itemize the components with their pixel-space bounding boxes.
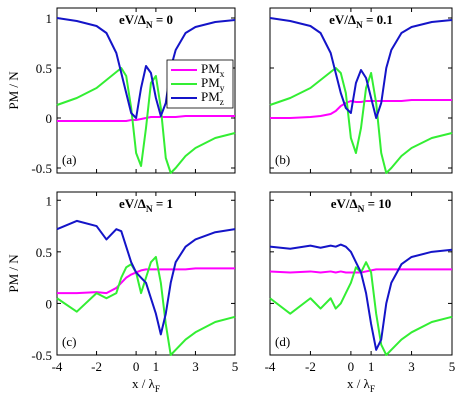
- series-line: [57, 115, 235, 122]
- y-tick-label: -0.5: [31, 348, 52, 363]
- series-line: [56, 67, 236, 174]
- legend-label-part: PM: [201, 75, 220, 90]
- plot-frame: [269, 191, 453, 356]
- legend-label: PMy: [201, 75, 225, 94]
- x-tick-label: -4: [265, 359, 276, 374]
- panel-label: (d): [275, 334, 290, 349]
- series-line: [270, 99, 452, 119]
- legend-label-part: y: [220, 84, 225, 94]
- panel-title: eV/ΔN = 1: [119, 196, 173, 215]
- panel-title-part: = 0: [153, 12, 173, 27]
- y-tick-label: 1: [46, 11, 53, 26]
- x-tick-label: 3: [192, 359, 199, 374]
- x-tick-label: 0: [133, 359, 140, 374]
- panel-title-part: = 10: [364, 196, 391, 211]
- legend-label-part: z: [220, 98, 224, 108]
- panel-title: eV/ΔN = 0: [119, 12, 173, 31]
- x-tick-label: 3: [408, 359, 415, 374]
- y-tick-label: 1: [46, 193, 53, 208]
- y-axis-label: PM / N: [6, 71, 21, 110]
- x-axis-label-part: F: [155, 385, 160, 395]
- x-axis-label: x / λF: [132, 376, 160, 395]
- panel-label: (a): [62, 152, 76, 167]
- series-line: [57, 267, 235, 295]
- y-tick-label: -0.5: [31, 161, 52, 176]
- panel-title-part: = 1: [153, 196, 173, 211]
- legend-label: PMx: [201, 61, 225, 80]
- x-tick-label: -2: [305, 359, 316, 374]
- panel-label: (c): [62, 334, 76, 349]
- x-axis-label-part: F: [370, 385, 375, 395]
- y-tick-label: 0: [46, 111, 53, 126]
- x-tick-label: 0: [348, 359, 355, 374]
- y-tick-label: 0.5: [36, 61, 52, 76]
- panel-title-part: eV/Δ: [119, 196, 146, 211]
- x-tick-label: -2: [91, 359, 102, 374]
- panel-label: (b): [275, 152, 290, 167]
- series-line: [56, 17, 236, 119]
- x-axis-label-part: x / λ: [347, 376, 371, 391]
- panel-title: eV/ΔN = 0.1: [329, 12, 393, 31]
- series-line: [269, 17, 453, 119]
- plot-frame: [56, 191, 236, 356]
- x-tick-label: 5: [449, 359, 456, 374]
- plot-frame: [56, 7, 236, 174]
- panel-title-part: N: [356, 21, 363, 31]
- x-tick-label: -4: [52, 359, 63, 374]
- series-line: [269, 243, 453, 351]
- legend-label-part: PM: [201, 61, 220, 76]
- panel-title-part: eV/Δ: [329, 12, 356, 27]
- x-tick-label: 1: [153, 359, 160, 374]
- panel-title-part: = 0.1: [363, 12, 393, 27]
- panel-title-part: N: [358, 205, 365, 215]
- y-axis-label: PM / N: [6, 254, 21, 293]
- panel-title-part: eV/Δ: [331, 196, 358, 211]
- y-tick-label: 0.5: [36, 245, 52, 260]
- panel-title-part: eV/Δ: [119, 12, 146, 27]
- x-tick-label: 1: [368, 359, 375, 374]
- series-line: [269, 67, 453, 174]
- series-line: [56, 219, 236, 336]
- x-axis-label: x / λF: [347, 376, 375, 395]
- y-tick-label: 0: [46, 296, 53, 311]
- legend-label-part: PM: [201, 89, 220, 104]
- series-line: [56, 255, 236, 356]
- panel-title-part: N: [146, 21, 153, 31]
- legend-label: PMz: [201, 89, 224, 108]
- panel-title-part: N: [146, 205, 153, 215]
- x-axis-label-part: x / λ: [132, 376, 156, 391]
- panel-title: eV/ΔN = 10: [331, 196, 392, 215]
- plot-frame: [269, 7, 453, 174]
- legend-label-part: x: [220, 70, 225, 80]
- x-tick-label: 5: [232, 359, 239, 374]
